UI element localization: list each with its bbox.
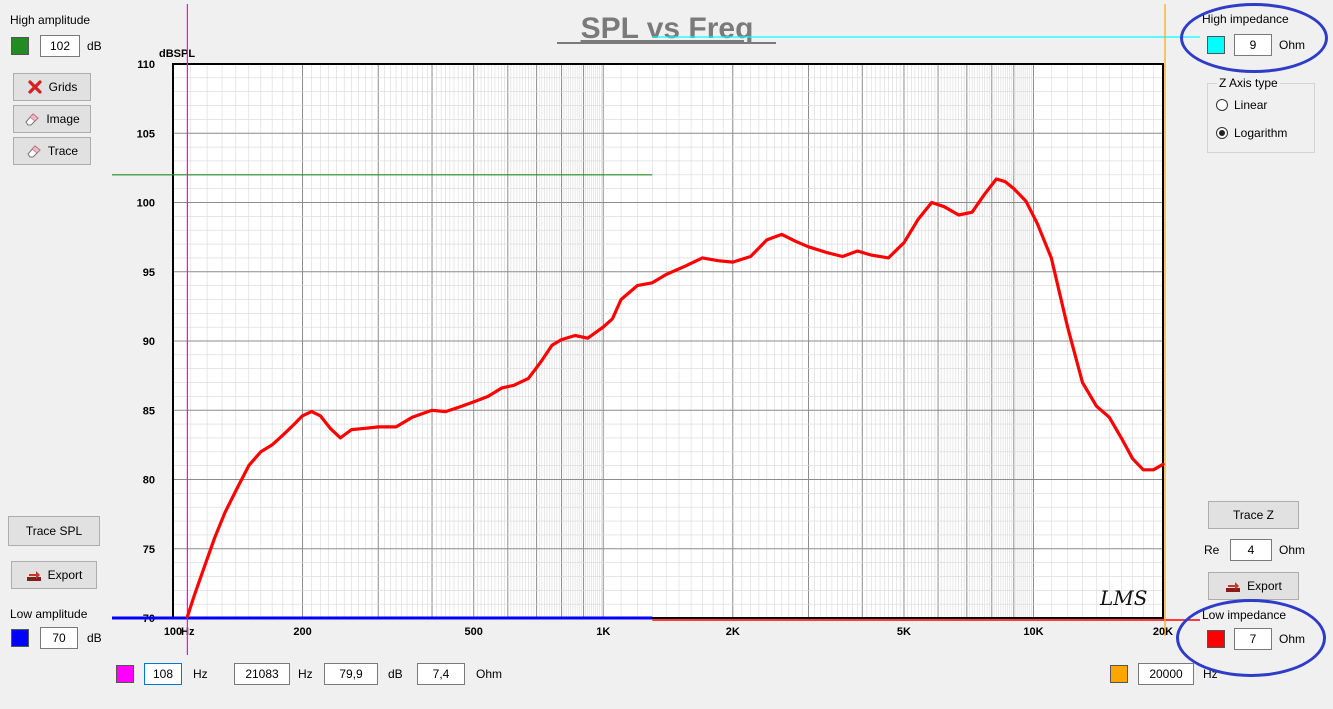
z-axis-linear-label: Linear xyxy=(1234,98,1268,112)
y-tick-label: 85 xyxy=(143,405,155,417)
export-z-button-label: Export xyxy=(1247,579,1282,593)
high-amplitude-color-swatch[interactable] xyxy=(11,37,29,55)
left-cursor-frequency-input[interactable]: 108 xyxy=(144,663,182,685)
z-axis-type-group xyxy=(1207,83,1315,153)
lms-watermark: LMS xyxy=(1099,586,1147,610)
readout-spl: 79,9 xyxy=(324,663,378,685)
chart-title: SPL vs Freq xyxy=(581,12,754,45)
y-tick-label: 105 xyxy=(137,128,155,140)
z-axis-logarithm-label: Logarithm xyxy=(1234,126,1288,140)
readout-hz-unit: Hz xyxy=(298,667,313,681)
low-impedance-unit: Ohm xyxy=(1279,632,1306,646)
high-amplitude-input[interactable]: 102 xyxy=(40,35,80,57)
trace-button[interactable]: Trace xyxy=(13,137,91,165)
right-cursor-frequency-input[interactable]: 20000 xyxy=(1138,663,1194,685)
image-button[interactable]: Image xyxy=(13,105,91,133)
trace-spl-button-label: Trace SPL xyxy=(25,524,83,538)
z-axis-type-title: Z Axis type xyxy=(1217,76,1280,90)
x-tick-label: 2K xyxy=(726,626,740,638)
low-amplitude-label: Low amplitude xyxy=(10,607,88,621)
export-spl-button[interactable]: Export xyxy=(11,561,97,589)
left-cursor-hz-unit: Hz xyxy=(193,667,208,681)
low-impedance-color-swatch[interactable] xyxy=(1207,630,1225,648)
re-unit: Ohm xyxy=(1279,543,1306,557)
y-tick-label: 100 xyxy=(137,198,155,210)
low-amplitude-input[interactable]: 70 xyxy=(40,627,78,649)
low-amplitude-color-swatch[interactable] xyxy=(11,629,29,647)
x-tick-label: 500 xyxy=(465,626,483,638)
radio-circle-icon xyxy=(1216,99,1228,111)
low-impedance-input[interactable]: 7 xyxy=(1234,628,1272,650)
plot-frame xyxy=(172,63,1164,619)
y-tick-label: 80 xyxy=(143,475,155,487)
trace-z-button[interactable]: Trace Z xyxy=(1208,501,1299,529)
close-x-icon xyxy=(27,79,43,95)
trace-spl-button[interactable]: Trace SPL xyxy=(8,516,100,546)
z-axis-logarithm-radio[interactable]: Logarithm xyxy=(1216,126,1287,140)
high-amplitude-unit: dB xyxy=(87,39,102,53)
y-tick-label: 110 xyxy=(137,59,155,71)
export-arrow-icon xyxy=(26,567,42,583)
readout-ohm-unit: Ohm xyxy=(476,667,503,681)
export-arrow-icon xyxy=(1225,578,1241,594)
eraser-icon xyxy=(26,143,42,159)
y-tick-label: 75 xyxy=(143,544,155,556)
high-impedance-unit: Ohm xyxy=(1279,38,1306,52)
high-impedance-label: High impedance xyxy=(1202,12,1289,26)
export-spl-button-label: Export xyxy=(47,568,83,582)
z-axis-linear-radio[interactable]: Linear xyxy=(1216,98,1267,112)
radio-circle-icon xyxy=(1216,127,1228,139)
y-tick-label: 95 xyxy=(143,267,155,279)
x-tick-label: 5K xyxy=(897,626,911,638)
readout-impedance: 7,4 xyxy=(417,663,465,685)
re-label: Re xyxy=(1204,543,1220,557)
low-amplitude-unit: dB xyxy=(87,631,102,645)
image-button-label: Image xyxy=(46,112,80,126)
x-tick-label: 10K xyxy=(1023,626,1043,638)
spl-trace-line xyxy=(185,177,1165,619)
high-amplitude-label: High amplitude xyxy=(10,13,91,27)
trace-z-button-label: Trace Z xyxy=(1233,508,1274,522)
grid-lines xyxy=(172,63,1164,619)
eraser-icon xyxy=(24,111,40,127)
readout-db-unit: dB xyxy=(388,667,403,681)
readout-frequency: 21083 xyxy=(234,663,290,685)
y-axis-label: dBSPL xyxy=(159,48,195,60)
export-z-button[interactable]: Export xyxy=(1208,572,1299,600)
y-tick-label: 90 xyxy=(143,336,155,348)
x-tick-label: 1K xyxy=(596,626,610,638)
x-tick-label: 20K xyxy=(1153,626,1173,638)
trace-button-label: Trace xyxy=(47,144,79,158)
grids-button[interactable]: Grids xyxy=(13,73,91,101)
re-input[interactable]: 4 xyxy=(1230,539,1272,561)
grids-button-label: Grids xyxy=(48,80,78,94)
right-cursor-hz-unit: Hz xyxy=(1203,667,1218,681)
right-cursor-color-swatch[interactable] xyxy=(1110,665,1128,683)
high-impedance-color-swatch[interactable] xyxy=(1207,36,1225,54)
high-impedance-input[interactable]: 9 xyxy=(1234,34,1272,56)
left-cursor-color-swatch[interactable] xyxy=(116,665,134,683)
low-impedance-label: Low impedance xyxy=(1202,608,1287,622)
x-tick-label: 200 xyxy=(293,626,311,638)
x-tick-label: 100 xyxy=(164,626,182,638)
